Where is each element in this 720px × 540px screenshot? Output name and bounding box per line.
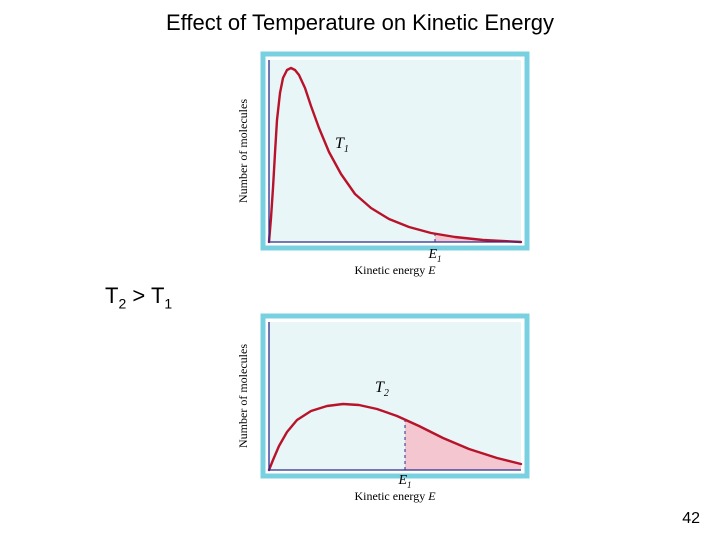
rel-sub1: 1 xyxy=(164,295,172,311)
page-number: 42 xyxy=(682,510,700,528)
rel-gt: > xyxy=(126,283,151,308)
chart-bottom: T2E1Kinetic energy ENumber of molecules xyxy=(225,312,535,507)
svg-text:Kinetic energy E: Kinetic energy E xyxy=(354,489,436,503)
svg-text:Number of molecules: Number of molecules xyxy=(236,99,250,203)
chart-top-svg: T1E1Kinetic energy ENumber of molecules xyxy=(225,48,535,280)
page-title: Effect of Temperature on Kinetic Energy xyxy=(0,10,720,36)
svg-text:Number of molecules: Number of molecules xyxy=(236,344,250,448)
svg-text:Kinetic energy E: Kinetic energy E xyxy=(354,263,436,277)
rel-t2: T xyxy=(105,283,118,308)
chart-bottom-svg: T2E1Kinetic energy ENumber of molecules xyxy=(225,312,535,507)
temperature-relation: T2 > T1 xyxy=(105,283,172,311)
chart-top: T1E1Kinetic energy ENumber of molecules xyxy=(225,48,535,280)
rel-t1: T xyxy=(151,283,164,308)
